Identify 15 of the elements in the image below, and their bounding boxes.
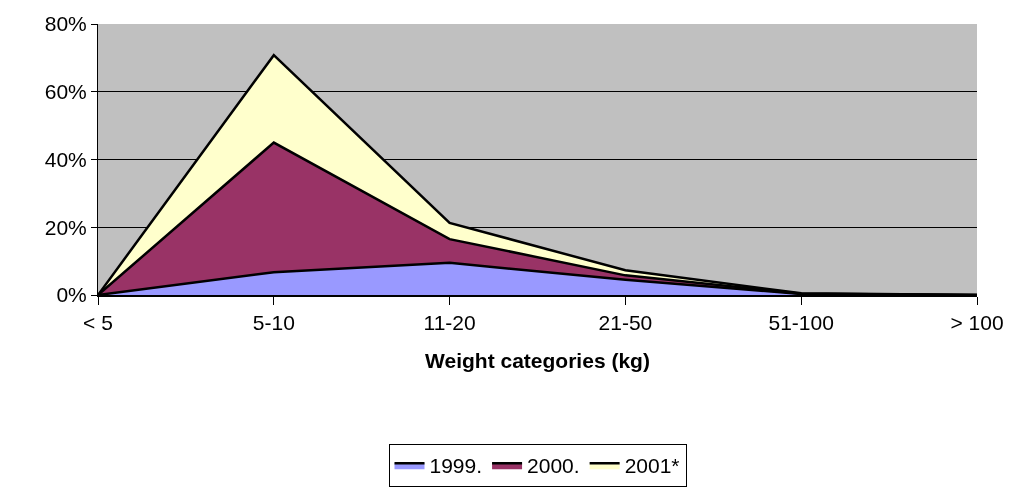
legend-label: 2000.: [527, 454, 580, 478]
x-tick-label: 5-10: [252, 311, 295, 335]
y-tick-label: 80%: [44, 12, 87, 36]
y-tick-label: 40%: [44, 147, 87, 171]
y-tick-label: 20%: [44, 215, 87, 239]
x-tick-label: < 5: [83, 311, 113, 335]
y-tick-label: 60%: [44, 80, 87, 104]
x-tick-label: > 100: [950, 311, 1004, 335]
legend-label: 1999.: [429, 454, 483, 478]
x-axis-title: Weight categories (kg): [425, 348, 650, 372]
y-tick-label: 0%: [56, 283, 87, 307]
legend-label: 2001*: [624, 454, 680, 478]
x-tick-label: 21-50: [598, 311, 653, 335]
x-tick-label: 51-100: [768, 311, 834, 335]
x-tick-label: 11-20: [423, 311, 476, 335]
